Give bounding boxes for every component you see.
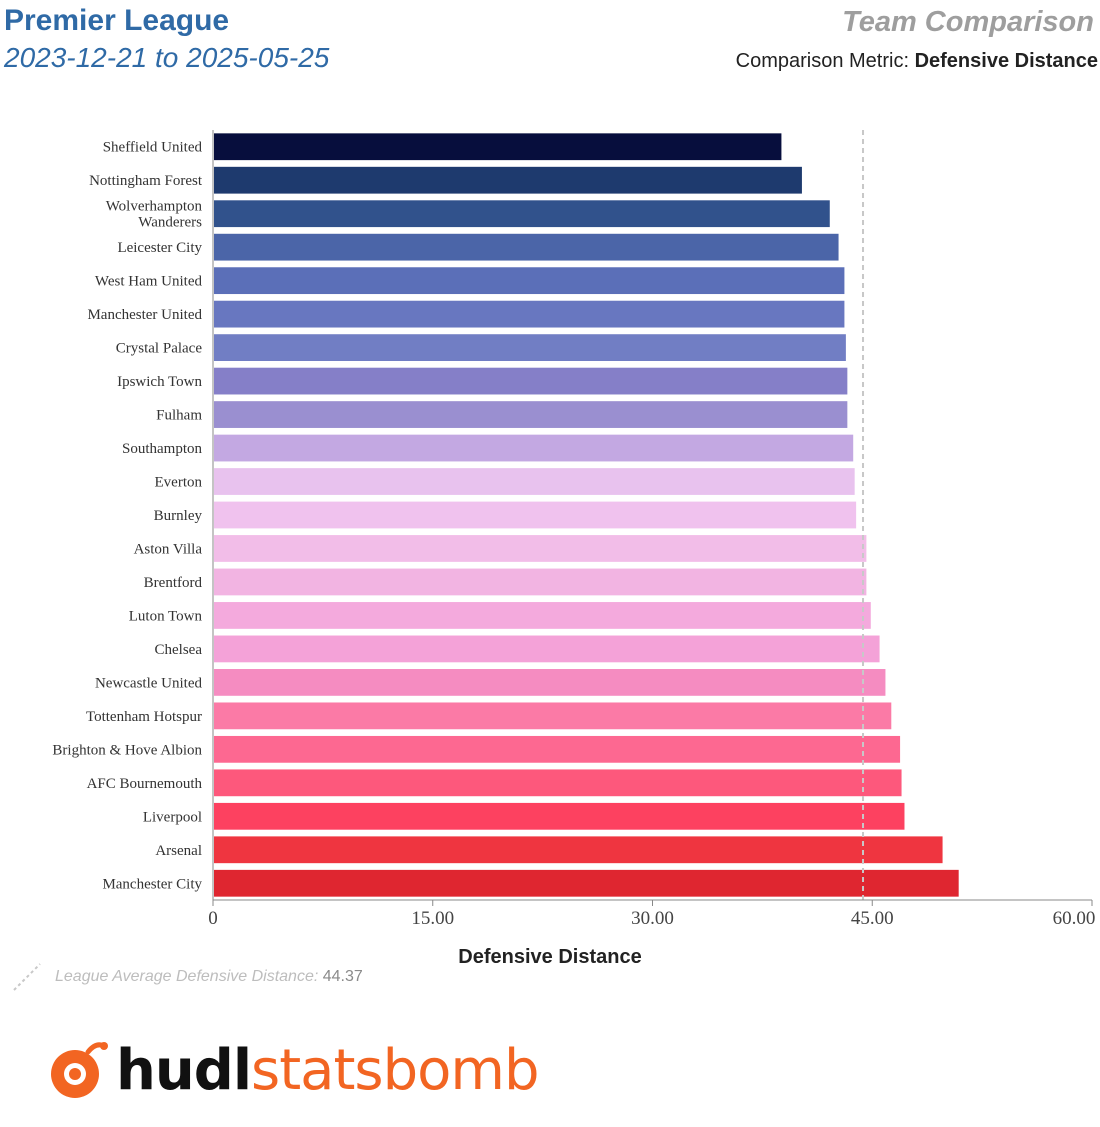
bar-burnley [214, 501, 857, 529]
x-axis: 0 15.00 30.00 45.00 60.00 [208, 900, 1095, 929]
category-label: Aston Villa [134, 541, 203, 557]
category-label: Crystal Palace [116, 341, 203, 357]
bar-luton-town [214, 602, 871, 629]
league-title: Premier League [4, 4, 230, 37]
x-axis-title: Defensive Distance [458, 946, 641, 968]
category-labels: Sheffield United Nottingham Forest Wolverh… [52, 140, 202, 893]
category-label: Everton [155, 475, 203, 491]
category-label: Manchester City [102, 876, 202, 892]
dashed-line-icon [13, 963, 41, 991]
category-label: West Ham United [95, 274, 203, 290]
category-label: Luton Town [129, 608, 203, 624]
bar-brentford [214, 568, 867, 596]
bar-nottingham-forest [214, 166, 802, 194]
metric-value: Defensive Distance [914, 50, 1098, 72]
category-label: Brentford [144, 575, 203, 591]
bar-manchester-united [214, 300, 845, 328]
bar-aston-villa [214, 535, 867, 562]
comparison-metric: Comparison Metric: Defensive Distance [736, 50, 1098, 73]
bar-crystal-palace [214, 334, 846, 361]
category-label: Arsenal [155, 843, 202, 859]
category-label: Fulham [156, 408, 202, 424]
category-label: Chelsea [155, 642, 203, 658]
x-tick-label: 45.00 [851, 908, 894, 929]
category-label: Manchester United [87, 307, 202, 323]
bar-southampton [214, 434, 854, 462]
category-label: Leicester City [117, 240, 202, 256]
bar-wolverhampton-wanderers [214, 200, 830, 228]
category-label: Wolverhampton Wanderers [106, 199, 203, 231]
x-tick-label: 60.00 [1053, 908, 1096, 929]
bar-chart: Sheffield United Nottingham Forest Wolverh… [52, 130, 1095, 968]
date-range: 2023-12-21 to 2025-05-25 [4, 42, 330, 73]
bar-newcastle-united [214, 669, 886, 696]
category-label: AFC Bournemouth [87, 776, 203, 792]
x-tick-label: 30.00 [631, 908, 674, 929]
bar-ipswich-town [214, 367, 848, 395]
logo-wordmark: hudlstatsbomb [116, 1043, 540, 1099]
bar-everton [214, 468, 855, 495]
bar-sheffield-united [214, 133, 782, 161]
hudl-statsbomb-logo: hudlstatsbomb [44, 1036, 540, 1106]
bar-leicester-city [214, 233, 839, 261]
category-label: Newcastle United [95, 675, 203, 691]
category-label: Brighton & Hove Albion [52, 742, 202, 758]
category-label: Nottingham Forest [89, 173, 203, 189]
x-tick-label: 15.00 [411, 908, 454, 929]
bar-chelsea [214, 635, 880, 663]
bomb-icon [51, 1042, 108, 1098]
category-label: Ipswich Town [117, 374, 202, 390]
bar-west-ham-united [214, 267, 845, 295]
category-label: Southampton [122, 441, 203, 457]
bar-tottenham-hotspur [214, 702, 892, 730]
bar-afc-bournemouth [214, 769, 902, 797]
category-label: Liverpool [143, 809, 202, 825]
category-label: Burnley [154, 508, 203, 524]
metric-label: Comparison Metric: [735, 50, 910, 72]
x-tick-label: 0 [208, 908, 218, 929]
logo-hudl: hudl [116, 1038, 252, 1103]
avg-value: 44.37 [322, 968, 363, 985]
bar-brighton-hove-albion [214, 735, 901, 763]
category-label: Sheffield United [103, 140, 203, 156]
category-label: Tottenham Hotspur [86, 709, 202, 725]
bar-arsenal [214, 836, 943, 864]
bar-group [214, 133, 959, 897]
avg-label: League Average Defensive Distance: [55, 968, 319, 985]
bar-manchester-city [214, 869, 959, 897]
league-average-note: League Average Defensive Distance: 44.37 [55, 968, 363, 986]
bar-fulham [214, 401, 848, 428]
report-title: Team Comparison [842, 6, 1094, 38]
logo-statsbomb: statsbomb [251, 1038, 539, 1103]
bar-liverpool [214, 802, 905, 830]
